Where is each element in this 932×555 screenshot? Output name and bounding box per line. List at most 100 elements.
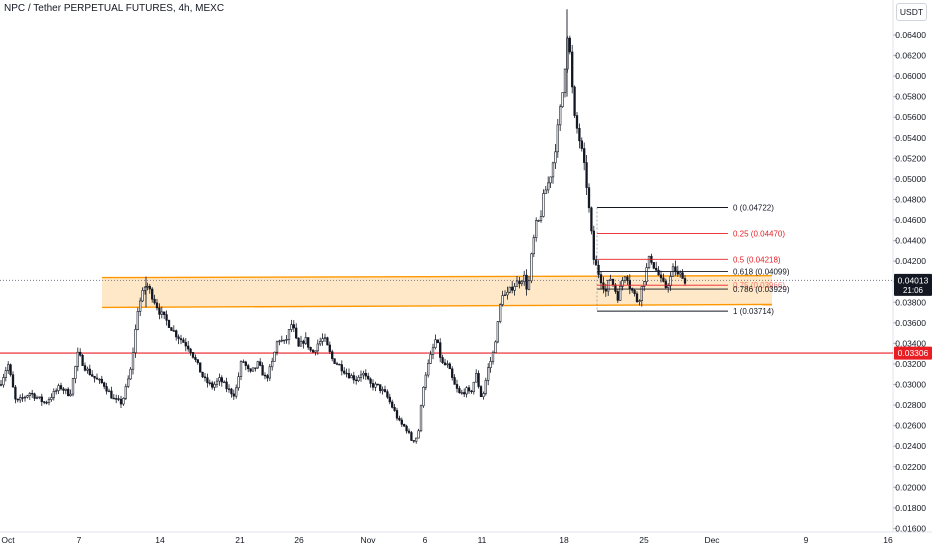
- candle-body: [347, 373, 351, 379]
- candle-body: [16, 398, 19, 401]
- y-tick-label: 0.04200: [895, 256, 926, 266]
- candle-body: [127, 378, 130, 387]
- candle-body: [328, 344, 331, 352]
- candle-body: [52, 390, 55, 398]
- candle-body: [211, 382, 214, 388]
- candle-body: [40, 396, 43, 403]
- candle-body: [230, 388, 233, 395]
- y-tick-label: 0.03200: [895, 359, 926, 369]
- candle-body: [587, 187, 591, 209]
- candle-body: [439, 342, 442, 358]
- candle-body: [659, 274, 663, 279]
- x-tick-label: Nov: [360, 535, 376, 545]
- candle-body: [249, 368, 252, 372]
- candle-body: [395, 410, 399, 419]
- candle-body: [45, 402, 48, 404]
- candle-body: [232, 393, 235, 397]
- candle-body: [131, 352, 135, 370]
- candle-body: [359, 374, 363, 378]
- candle-body: [223, 381, 226, 384]
- candle-body: [321, 338, 324, 342]
- candle-body: [81, 354, 84, 366]
- candle-body: [611, 278, 615, 286]
- candle-body: [43, 401, 46, 403]
- candle-body: [287, 329, 291, 340]
- candle-body: [345, 372, 348, 375]
- y-tick-label: 0.06000: [895, 71, 926, 81]
- candle-body: [681, 272, 684, 279]
- candle-body: [453, 377, 456, 385]
- candle-body: [621, 280, 624, 287]
- candle-body: [251, 367, 255, 372]
- candle-body: [635, 293, 639, 302]
- candle-body: [599, 274, 603, 284]
- candle-body: [304, 337, 307, 344]
- candle-body: [340, 364, 343, 372]
- candle-body: [47, 399, 51, 403]
- candle-body: [271, 361, 274, 368]
- candle-body: [50, 397, 53, 400]
- candle-body: [292, 324, 295, 329]
- y-tick-label: 0.04400: [895, 236, 926, 246]
- y-tick-label: 0.05000: [895, 174, 926, 184]
- y-tick-label: 0.02600: [895, 421, 926, 431]
- candle-body: [254, 367, 257, 369]
- candle-body: [503, 294, 507, 297]
- candle-body: [662, 277, 665, 282]
- candle-body: [515, 280, 519, 287]
- candle-body: [585, 162, 588, 188]
- candle-body: [160, 311, 163, 315]
- candle-body: [172, 330, 175, 332]
- candle-body: [19, 397, 22, 401]
- candle-body: [21, 397, 24, 399]
- support-zone-bottom-edge: [101, 303, 773, 309]
- candle-body: [491, 352, 495, 362]
- candle-body: [266, 375, 269, 379]
- candle-body: [667, 285, 670, 288]
- candle-body: [554, 151, 557, 164]
- y-tick-label: 0.06400: [895, 30, 926, 40]
- y-tick-label: 0.05600: [895, 112, 926, 122]
- candle-body: [405, 425, 408, 432]
- candle-body: [112, 397, 115, 400]
- candle-body: [151, 288, 154, 300]
- candle-body: [527, 280, 531, 290]
- candle-body: [220, 377, 223, 383]
- currency-button[interactable]: USDT: [896, 3, 927, 21]
- candle-body: [530, 253, 533, 282]
- candle-body: [167, 320, 171, 328]
- candle-body: [422, 386, 425, 407]
- candle-body: [508, 286, 511, 293]
- candle-body: [669, 276, 672, 286]
- y-tick-label: 0.02800: [895, 400, 926, 410]
- y-tick-label: 0.05200: [895, 153, 926, 163]
- candle-body: [23, 396, 27, 399]
- candle-body: [69, 393, 72, 397]
- candle-body: [11, 374, 15, 388]
- candle-body: [331, 351, 334, 360]
- candle-body: [443, 362, 447, 366]
- candle-body: [501, 295, 504, 305]
- candle-body: [537, 220, 540, 222]
- candle-body: [595, 259, 598, 266]
- candle-body: [280, 339, 283, 342]
- candle-body: [458, 388, 461, 394]
- candle-body: [86, 368, 89, 371]
- candle-body: [583, 148, 586, 163]
- candle-body: [379, 384, 382, 391]
- candle-body: [297, 337, 300, 347]
- y-tick-label: 0.03000: [895, 380, 926, 390]
- candle-body: [407, 430, 411, 433]
- candle-body: [484, 380, 487, 394]
- candle-body: [213, 383, 216, 388]
- candle-body: [146, 285, 149, 288]
- candle-body: [647, 255, 651, 268]
- candle-body: [165, 314, 168, 321]
- candle-body: [316, 343, 319, 352]
- candle-body: [487, 367, 490, 381]
- candle-body: [580, 140, 583, 149]
- candle-body: [179, 338, 183, 341]
- candle-body: [544, 189, 547, 194]
